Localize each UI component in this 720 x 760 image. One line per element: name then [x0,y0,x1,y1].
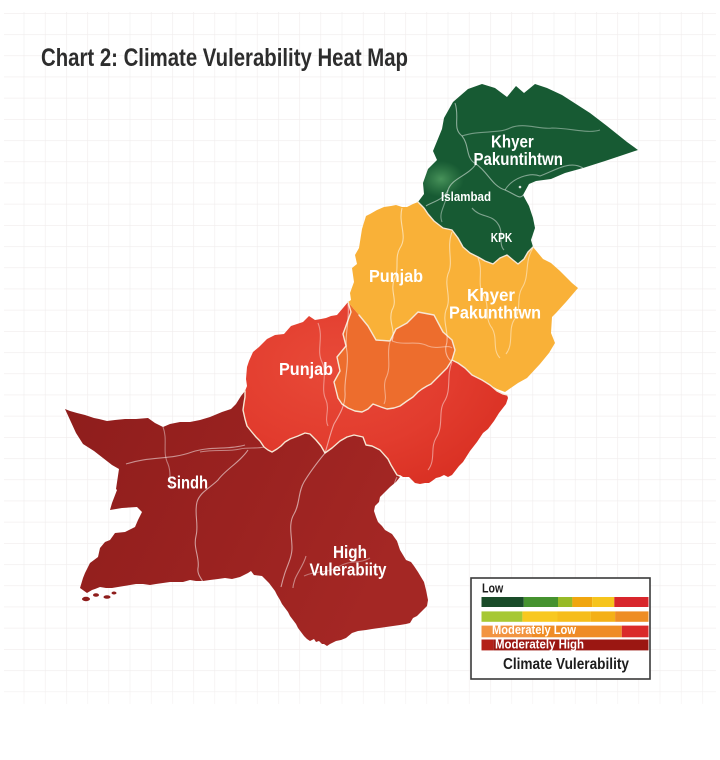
svg-text:Pakuntihtwn: Pakuntihtwn [474,149,563,169]
svg-text:Climate Vulerability: Climate Vulerability [503,656,629,673]
svg-text:Punjab: Punjab [369,266,423,286]
svg-text:Pakunthtwn: Pakunthtwn [449,303,541,323]
svg-text:Low: Low [482,582,503,596]
svg-text:High: High [333,542,367,562]
svg-text:Moderately High: Moderately High [495,638,584,652]
svg-text:Punjab: Punjab [279,359,333,379]
svg-text:Khyer: Khyer [491,132,534,152]
svg-text:Islambad: Islambad [441,190,491,204]
svg-text:Khyer: Khyer [467,285,515,305]
svg-text:Sindh: Sindh [167,473,208,493]
svg-text:Vulerabiity: Vulerabiity [310,560,387,580]
svg-text:Moderately Low: Moderately Low [492,623,576,637]
svg-text:Chart 2: Climate Vulerability: Chart 2: Climate Vulerability Heat Map [41,44,408,72]
svg-text:KPK: KPK [491,231,513,245]
